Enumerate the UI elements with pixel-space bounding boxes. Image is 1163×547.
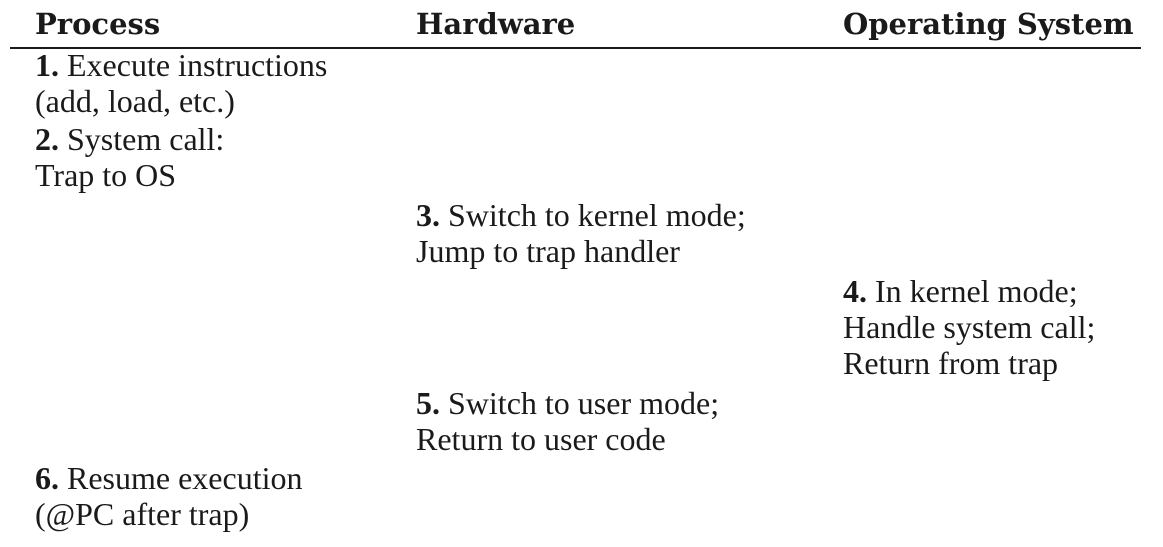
step-5: 5. Switch to user mode; Return to user c… bbox=[416, 385, 719, 457]
step-3-text-2: Jump to trap handler bbox=[416, 233, 680, 269]
step-6-text-1: Resume execution bbox=[67, 460, 303, 496]
header-rule bbox=[10, 47, 1141, 49]
step-2-number: 2. bbox=[35, 121, 59, 157]
step-1-text-2: (add, load, etc.) bbox=[35, 83, 235, 119]
step-4-number: 4. bbox=[843, 273, 867, 309]
step-3: 3. Switch to kernel mode; Jump to trap h… bbox=[416, 197, 746, 269]
step-2-text-1: System call: bbox=[67, 121, 225, 157]
step-1-text-1: Execute instructions bbox=[67, 47, 328, 83]
step-4-line-1: 4. In kernel mode; bbox=[843, 273, 1095, 309]
step-2-line-1: 2. System call: bbox=[35, 121, 224, 157]
header-hardware: Hardware bbox=[416, 7, 576, 41]
step-1-number: 1. bbox=[35, 47, 59, 83]
step-3-line-1: 3. Switch to kernel mode; bbox=[416, 197, 746, 233]
header-process: Process bbox=[35, 7, 161, 41]
step-5-text-2: Return to user code bbox=[416, 421, 666, 457]
step-5-number: 5. bbox=[416, 385, 440, 421]
step-4-text-2: Handle system call; bbox=[843, 309, 1096, 345]
step-2-text-2: Trap to OS bbox=[35, 157, 177, 193]
step-4-text-3: Return from trap bbox=[843, 345, 1059, 381]
header-operating-system: Operating System bbox=[843, 7, 1134, 41]
step-5-text-1: Switch to user mode; bbox=[448, 385, 720, 421]
step-1-line-1: 1. Execute instructions bbox=[35, 47, 327, 83]
step-6-text-2: (@PC after trap) bbox=[35, 496, 250, 532]
step-1: 1. Execute instructions (add, load, etc.… bbox=[35, 47, 327, 119]
step-3-number: 3. bbox=[416, 197, 440, 233]
step-6: 6. Resume execution (@PC after trap) bbox=[35, 460, 302, 532]
step-3-text-1: Switch to kernel mode; bbox=[448, 197, 746, 233]
step-4-text-1: In kernel mode; bbox=[875, 273, 1078, 309]
step-6-number: 6. bbox=[35, 460, 59, 496]
step-2: 2. System call: Trap to OS bbox=[35, 121, 224, 193]
step-5-line-1: 5. Switch to user mode; bbox=[416, 385, 719, 421]
step-4: 4. In kernel mode; Handle system call; R… bbox=[843, 273, 1095, 381]
step-6-line-1: 6. Resume execution bbox=[35, 460, 302, 496]
